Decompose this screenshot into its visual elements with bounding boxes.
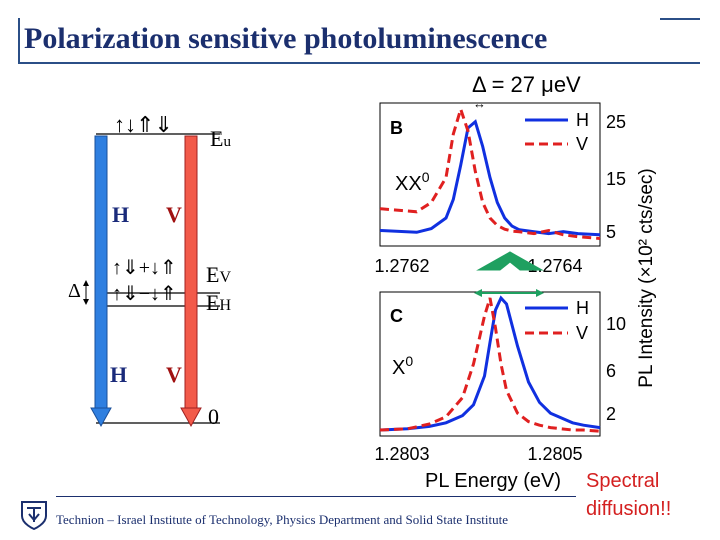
- delta-arrow-up: [83, 280, 89, 286]
- ev-label: EV: [206, 262, 231, 288]
- series-line-H-C: [379, 295, 601, 432]
- panel-label: B: [390, 118, 403, 138]
- blue-arrow-head: [90, 407, 112, 428]
- splitting-label: Δ = 27 μeV: [472, 72, 581, 97]
- ev-letter: E: [206, 262, 220, 287]
- ground-label: 0: [208, 404, 219, 429]
- ev-sub: V: [219, 269, 232, 286]
- top-energy-letter: E: [210, 126, 224, 151]
- legend-label-V: V: [576, 134, 588, 154]
- eh-letter: E: [206, 290, 220, 315]
- title-top-right-rule: [660, 18, 700, 20]
- mid-state-1-label: ↑⇓+↓⇑: [112, 257, 177, 279]
- top-energy-label: Eu: [210, 126, 231, 152]
- annotation-superscript: 0: [422, 169, 430, 185]
- x-tick-label: 1.2803: [374, 444, 429, 464]
- note-line-1: Spectral: [586, 470, 660, 492]
- green-arrow-left-head: [474, 289, 482, 297]
- footer-rule: [56, 496, 576, 497]
- y-tick-label: 6: [606, 361, 616, 381]
- series-line-V-B: [379, 104, 601, 240]
- annotation-superscript: 0: [405, 353, 413, 369]
- legend-label-H: H: [576, 298, 589, 318]
- title-underline: [18, 62, 700, 64]
- eh-label: EH: [206, 290, 231, 316]
- delta-label: Δ: [68, 280, 81, 302]
- y-axis-label: PL Intensity (×10² cts/sec): [636, 168, 657, 387]
- green-arrow-right-head: [536, 289, 544, 297]
- panel-label: C: [390, 306, 403, 326]
- title-left-rule: [18, 18, 20, 62]
- series-line-H-B: [379, 119, 601, 237]
- y-tick-label: 15: [606, 169, 626, 189]
- x-tick-label: 1.2764: [527, 256, 582, 276]
- note-line-2: diffusion!!: [586, 498, 672, 520]
- y-tick-label: 2: [606, 404, 616, 424]
- technion-logo-icon: [21, 501, 47, 530]
- arrow-upper-left-label: H: [112, 202, 130, 227]
- arrow-upper-right-label: V: [166, 202, 182, 227]
- x-tick-label: 1.2762: [374, 256, 429, 276]
- delta-arrow-down: [83, 299, 89, 305]
- footer-text: Technion – Israel Institute of Technolog…: [56, 512, 509, 527]
- x-tick-label: 1.2805: [527, 444, 582, 464]
- x-axis-label: PL Energy (eV): [425, 470, 561, 492]
- arrow-lower-left-label: H: [110, 362, 128, 387]
- spectral-diffusion-note: Spectral diffusion!!: [586, 470, 671, 520]
- green-zoom-triangle: [476, 251, 544, 271]
- plot-frame-C: [379, 291, 601, 437]
- top-state-label: ↑↓⇑⇓: [114, 112, 173, 137]
- splitting-arrow-glyph: ↔: [473, 96, 486, 111]
- arrow-lower-right-label: V: [166, 362, 182, 387]
- eh-sub: H: [219, 297, 232, 314]
- legend-label-H: H: [576, 110, 589, 130]
- y-tick-label: 25: [606, 112, 626, 132]
- energy-level-diagram: [83, 133, 220, 428]
- red-arrow-head: [180, 407, 202, 428]
- mid-state-2-label: ↑⇓−↓⇑: [112, 283, 177, 305]
- slide-title: Polarization sensitive photoluminescence: [24, 22, 548, 55]
- top-energy-sub: u: [223, 134, 231, 150]
- y-tick-label: 5: [606, 222, 616, 242]
- legend-label-V: V: [576, 323, 588, 343]
- y-tick-label: 10: [606, 314, 626, 334]
